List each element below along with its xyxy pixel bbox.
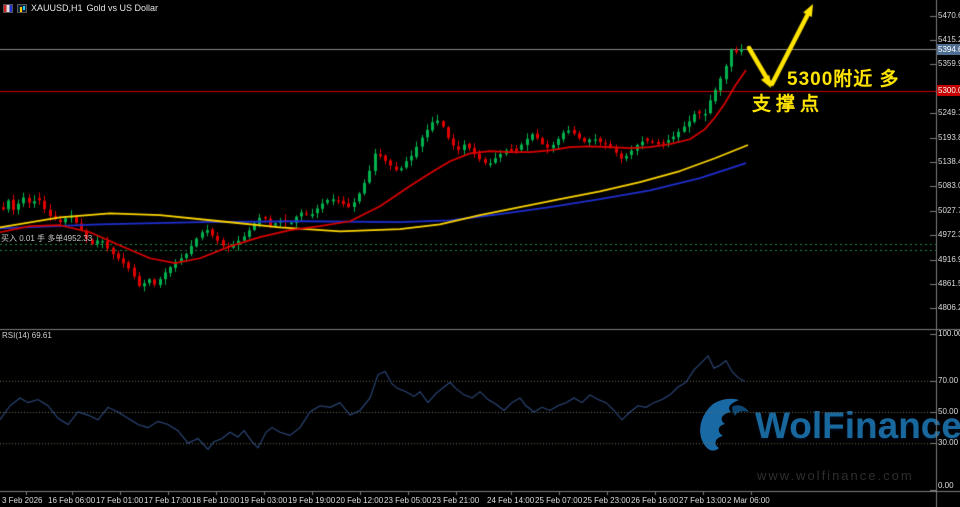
price-tick-label: 5415.29	[938, 35, 960, 44]
price-tick-label: 5138.44	[938, 157, 960, 166]
time-axis-label: 25 Feb 07:00	[535, 496, 583, 505]
symbol-description-label: Gold vs US Dollar	[86, 3, 159, 13]
time-axis-label: 23 Feb 21:00	[432, 496, 480, 505]
price-tick-label: 4916.96	[938, 254, 960, 264]
rsi-tick-label: 30.00	[938, 438, 959, 448]
annotation-support-text: 支撑点	[752, 94, 825, 115]
platform-icon[interactable]	[3, 3, 13, 13]
support-price-label: 5300.00	[937, 85, 960, 96]
time-axis-label: 26 Feb 16:00	[631, 496, 679, 505]
price-tick-label: 5193.81	[938, 132, 960, 142]
time-axis-label: 2 Mar 06:00	[727, 496, 770, 505]
price-tick-label: 5027.70	[938, 205, 960, 215]
time-axis-label: 23 Feb 05:00	[384, 496, 432, 505]
time-axis-label: 27 Feb 13:00	[679, 496, 727, 505]
price-tick-label: 5359.92	[938, 59, 960, 69]
time-axis-label: 16 Feb 06:00	[48, 496, 96, 505]
annotation-entry-text: 5300附近 多	[787, 69, 900, 90]
rsi-tick-label: 0.00	[938, 481, 954, 490]
rsi-tick-label: 50.00	[938, 407, 959, 416]
time-axis-label: 25 Feb 23:00	[583, 496, 631, 505]
candlestick-chart-icon[interactable]	[17, 3, 27, 13]
price-tick-label: 4806.22	[938, 303, 960, 313]
rsi-tick-label: 100.00	[938, 329, 960, 338]
rsi-indicator-label: RSI(14) 69.61	[2, 331, 52, 340]
time-axis-label: 19 Feb 03:00	[240, 496, 288, 505]
price-tick-label: 4972.33	[938, 230, 960, 240]
rsi-tick-label: 70.00	[938, 375, 959, 385]
time-axis-label: 18 Feb 10:00	[192, 496, 240, 505]
price-tick-label: 5083.07	[938, 181, 960, 191]
time-axis-label: 17 Feb 17:00	[144, 496, 192, 505]
current-price-label: 5394.63	[937, 44, 960, 55]
time-axis-label: 3 Feb 2026	[2, 496, 43, 505]
time-axis-label: 19 Feb 19:00	[288, 496, 336, 505]
time-axis-label: 20 Feb 12:00	[336, 496, 384, 505]
time-axis-label: 24 Feb 14:00	[487, 496, 535, 505]
price-tick-label: 5249.18	[938, 108, 960, 118]
price-tick-label: 4861.59	[938, 279, 960, 288]
chart-title-bar: XAUUSD,H1 Gold vs US Dollar	[3, 2, 158, 14]
price-tick-label: 5470.66	[938, 10, 960, 20]
symbol-timeframe-label: XAUUSD,H1	[31, 3, 83, 13]
open-position-label: 买入 0.01 手 多单4952.33	[1, 234, 93, 243]
time-axis-label: 17 Feb 01:00	[96, 496, 144, 505]
